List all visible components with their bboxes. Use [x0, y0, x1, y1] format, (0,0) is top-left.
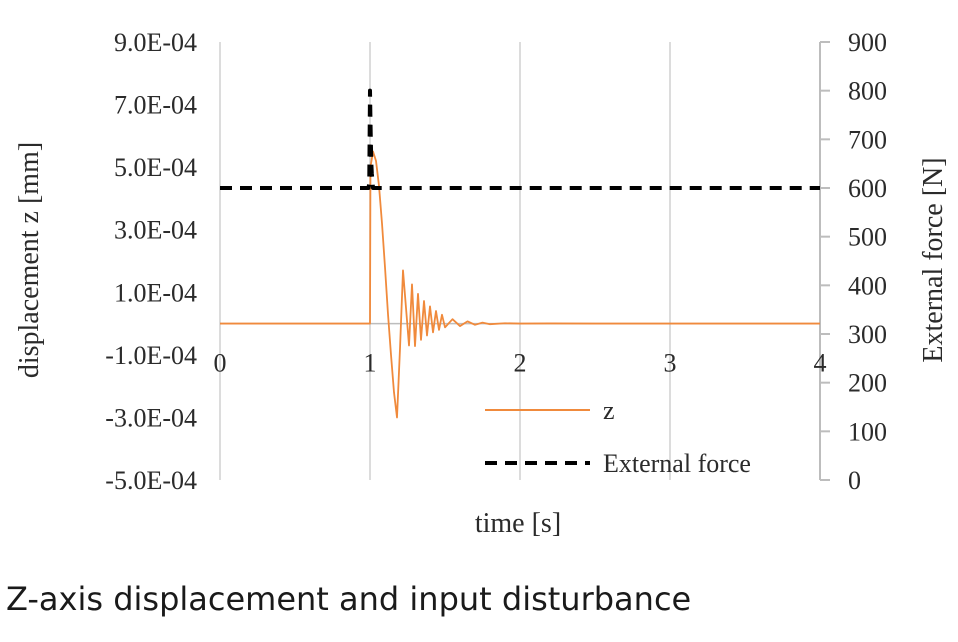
x-tick-label: 2	[514, 349, 527, 378]
y2-tick-label: 400	[848, 271, 887, 300]
y2-tick-label: 600	[848, 174, 887, 203]
y2-axis-title: External force [N]	[918, 157, 949, 362]
vertical-gridlines	[219, 42, 821, 480]
legend-label-z: z	[603, 396, 615, 425]
figure-caption: Z-axis displacement and input disturbanc…	[6, 580, 692, 618]
x-axis-title: time [s]	[475, 508, 561, 539]
y2-tick-label: 0	[848, 466, 861, 495]
y2-tick-label: 100	[848, 417, 887, 446]
y2-tick-label: 700	[848, 125, 887, 154]
legend-label-external-force: External force	[603, 449, 751, 478]
y-tick-label: 5.0E-04	[114, 153, 197, 182]
x-tick-label: 3	[664, 349, 677, 378]
y-tick-label: 7.0E-04	[114, 91, 197, 120]
series-line-z	[220, 150, 820, 419]
series-lines	[220, 88, 820, 419]
chart: 9.0E-04 7.0E-04 5.0E-04 3.0E-04 1.0E-04 -1.0E…	[14, 28, 949, 539]
y-tick-label: 9.0E-04	[114, 28, 197, 57]
y2-tick-label: 800	[848, 77, 887, 106]
y2-tick-label: 900	[848, 28, 887, 57]
y-axis-title: displacement z [mm]	[14, 142, 45, 378]
x-tick-label: 1	[364, 349, 377, 378]
y-tick-label: 3.0E-04	[114, 216, 197, 245]
right-axis-ticks: 900 800 700 600 500 400 300 200 100 0	[820, 28, 887, 495]
x-axis-ticks: 0 1 2 3 4	[214, 349, 827, 378]
series-line-external-force	[220, 88, 820, 190]
y-tick-label: -3.0E-04	[105, 403, 197, 432]
x-tick-label: 4	[814, 349, 827, 378]
y2-tick-label: 500	[848, 223, 887, 252]
x-tick-label: 0	[214, 349, 227, 378]
legend: z External force	[485, 396, 751, 478]
y2-tick-label: 200	[848, 369, 887, 398]
left-axis-ticks: 9.0E-04 7.0E-04 5.0E-04 3.0E-04 1.0E-04 -1.0E…	[105, 28, 197, 495]
y2-tick-label: 300	[848, 320, 887, 349]
y-tick-label: -5.0E-04	[105, 466, 197, 495]
y-tick-label: 1.0E-04	[114, 278, 197, 307]
y-tick-label: -1.0E-04	[105, 341, 197, 370]
